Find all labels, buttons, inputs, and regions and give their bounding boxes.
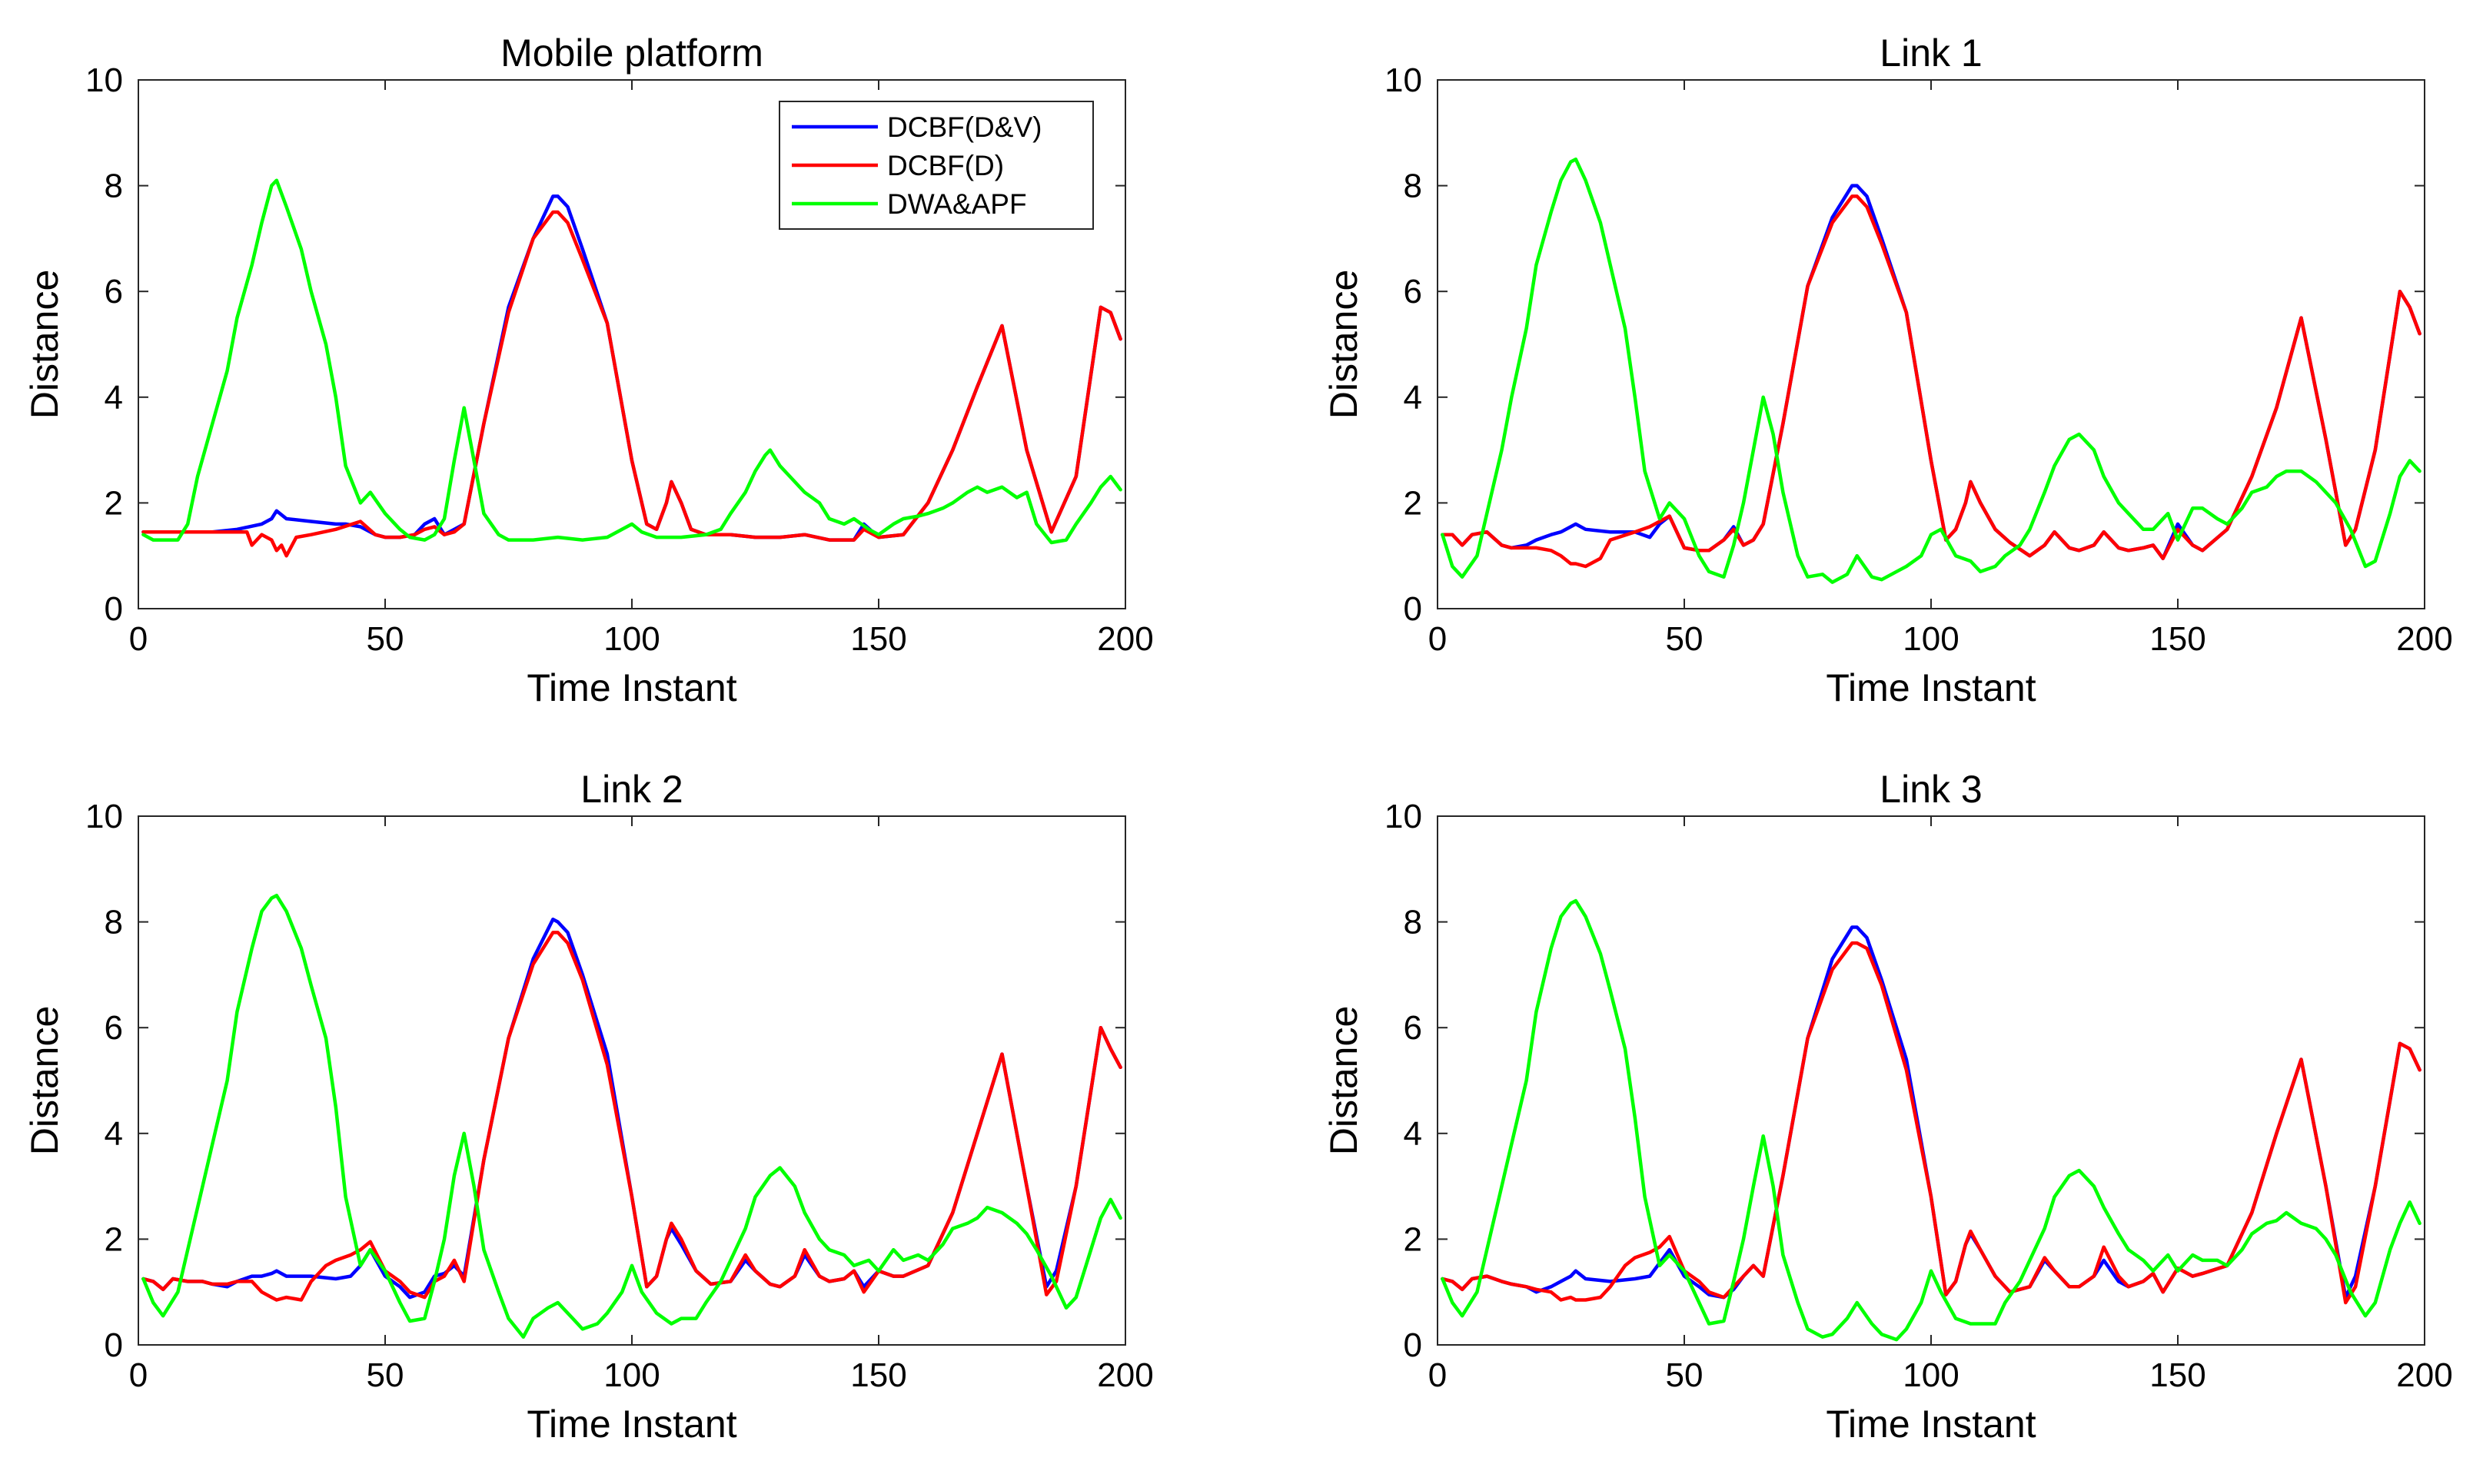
- x-tick-label: 0: [129, 620, 148, 658]
- x-tick-label: 200: [1097, 620, 1153, 658]
- x-tick-label: 50: [1666, 620, 1704, 658]
- y-axis-label: Distance: [23, 270, 66, 420]
- y-tick-label: 10: [1384, 61, 1422, 99]
- series-line-DCBF(D): [1441, 941, 2422, 1305]
- y-tick-label: 4: [1404, 1115, 1422, 1153]
- series-line-DCBF(D): [1441, 194, 2422, 569]
- y-tick-label: 8: [105, 168, 123, 205]
- y-tick-label: 6: [1404, 273, 1422, 310]
- x-axis-label: Time Instant: [527, 666, 736, 709]
- y-tick-label: 10: [85, 798, 123, 835]
- y-axis-label: Distance: [1322, 270, 1365, 420]
- x-tick-label: 50: [1666, 1356, 1704, 1394]
- y-tick-label: 6: [105, 273, 123, 310]
- x-tick-label: 200: [2396, 620, 2452, 658]
- series-line-DWA&APF: [141, 178, 1122, 545]
- x-tick-label: 0: [1428, 620, 1447, 658]
- legend-entry: DCBF(D&V): [887, 111, 1042, 143]
- axes-box: [1437, 815, 2425, 1346]
- subplot-3: 0 50 100 150 200 0 2 4 6 8 10 Link 3 Time Instant Dis…: [1322, 768, 2453, 1446]
- legend: DCBF(D&V) DCBF(D) DWA&APF: [779, 101, 1094, 230]
- y-axis-label: Distance: [23, 1006, 66, 1156]
- subplot-title: Link 1: [1880, 32, 1982, 75]
- x-tick-label: 50: [367, 1356, 404, 1394]
- y-tick-label: 0: [1404, 1326, 1422, 1364]
- y-tick-label: 8: [1404, 168, 1422, 205]
- subplot-title: Mobile platform: [500, 32, 763, 75]
- x-tick-label: 100: [1903, 620, 1959, 658]
- legend-entry: DCBF(D): [887, 150, 1004, 181]
- subplot-title: Link 2: [580, 768, 683, 811]
- y-tick-label: 2: [105, 1220, 123, 1258]
- x-tick-label: 100: [1903, 1356, 1959, 1394]
- y-tick-label: 0: [1404, 590, 1422, 628]
- y-tick-label: 4: [105, 1115, 123, 1153]
- y-tick-label: 2: [1404, 484, 1422, 522]
- series-line-DWA&APF: [1441, 898, 2422, 1342]
- x-tick-label: 150: [850, 620, 906, 658]
- subplot-1: 0 50 100 150 200 0 2 4 6 8 10 Link 1 Time Instant Dis…: [1322, 32, 2453, 709]
- axes-box: [1437, 79, 2425, 609]
- x-tick-label: 150: [2149, 620, 2205, 658]
- y-tick-label: 2: [105, 484, 123, 522]
- y-tick-label: 6: [105, 1009, 123, 1047]
- series-line-DWA&APF: [141, 893, 1122, 1339]
- y-tick-label: 2: [1404, 1220, 1422, 1258]
- series-line-DWA&APF: [1441, 157, 2422, 584]
- series-line-DCBF(D): [141, 931, 1122, 1302]
- y-tick-label: 0: [105, 1326, 123, 1364]
- x-tick-label: 150: [850, 1356, 906, 1394]
- y-tick-label: 4: [1404, 379, 1422, 417]
- x-axis-label: Time Instant: [527, 1403, 736, 1446]
- y-tick-label: 8: [105, 904, 123, 941]
- x-tick-label: 200: [1097, 1356, 1153, 1394]
- x-tick-label: 50: [367, 620, 404, 658]
- x-tick-label: 200: [2396, 1356, 2452, 1394]
- y-tick-label: 10: [1384, 798, 1422, 835]
- y-tick-label: 4: [105, 379, 123, 417]
- subplot-title: Link 3: [1880, 768, 1982, 811]
- legend-entry: DWA&APF: [887, 188, 1027, 220]
- x-tick-label: 0: [129, 1356, 148, 1394]
- y-axis-label: Distance: [1322, 1006, 1365, 1156]
- x-axis-label: Time Instant: [1826, 1403, 2036, 1446]
- y-tick-label: 0: [105, 590, 123, 628]
- x-axis-label: Time Instant: [1826, 666, 2036, 709]
- x-tick-label: 0: [1428, 1356, 1447, 1394]
- y-tick-label: 6: [1404, 1009, 1422, 1047]
- x-tick-label: 150: [2149, 1356, 2205, 1394]
- x-tick-label: 100: [603, 1356, 660, 1394]
- y-tick-label: 8: [1404, 904, 1422, 941]
- x-tick-label: 100: [603, 620, 660, 658]
- y-tick-label: 10: [85, 61, 123, 99]
- subplot-2: 0 50 100 150 200 0 2 4 6 8 10 Link 2 Time Instant Dis…: [23, 768, 1154, 1446]
- series-line-DCBF(D): [141, 210, 1122, 558]
- subplot-0: 0 50 100 150 200 0 2 4 6 8 10 Mobile platform Time I…: [23, 32, 1154, 709]
